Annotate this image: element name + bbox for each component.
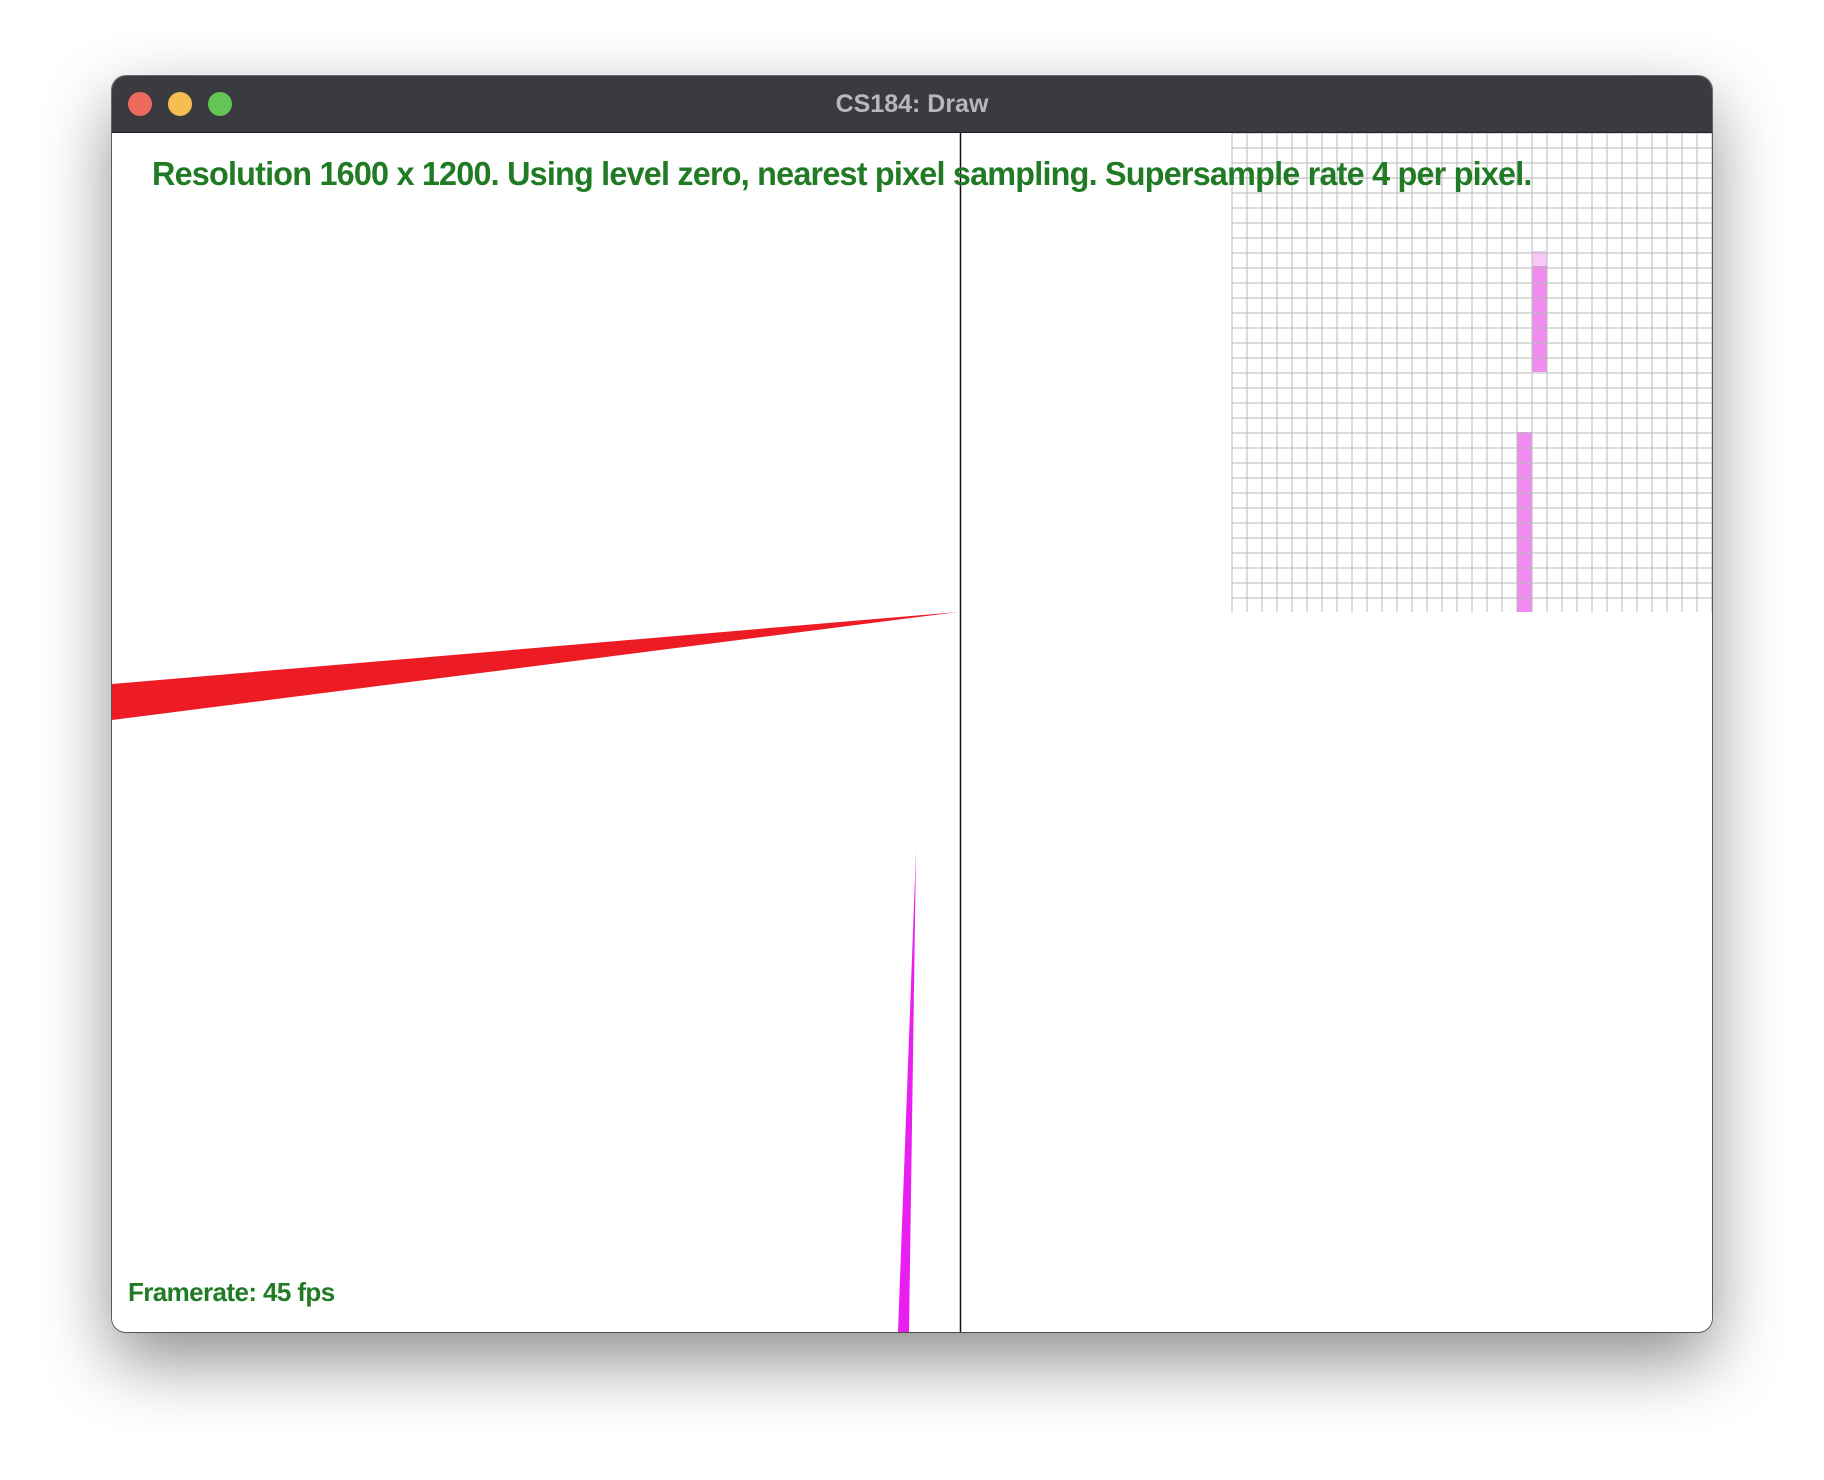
framerate-text: Framerate: 45 fps bbox=[128, 1277, 335, 1307]
window-title: CS184: Draw bbox=[835, 90, 989, 118]
app-window: CS184: Draw Resolution 1600 x 1200. Usin… bbox=[112, 76, 1712, 1332]
draw-canvas[interactable]: Resolution 1600 x 1200. Using level zero… bbox=[112, 133, 1712, 1332]
zoom-button[interactable] bbox=[208, 92, 232, 116]
zoom-pixel-column-lower bbox=[1517, 432, 1532, 612]
zoom-pixel-column-upper bbox=[1532, 266, 1547, 372]
zoom-pixel-top-light bbox=[1532, 251, 1547, 266]
status-text: Resolution 1600 x 1200. Using level zero… bbox=[152, 155, 1532, 192]
minimize-button[interactable] bbox=[168, 92, 192, 116]
red-triangle bbox=[112, 612, 958, 720]
title-bar[interactable]: CS184: Draw bbox=[112, 76, 1712, 133]
rendered-scene bbox=[112, 133, 1712, 1332]
zoom-pixel-grid bbox=[1231, 133, 1712, 612]
zoom-inspector bbox=[1231, 133, 1712, 612]
close-button[interactable] bbox=[128, 92, 152, 116]
magenta-triangle bbox=[898, 851, 916, 1332]
